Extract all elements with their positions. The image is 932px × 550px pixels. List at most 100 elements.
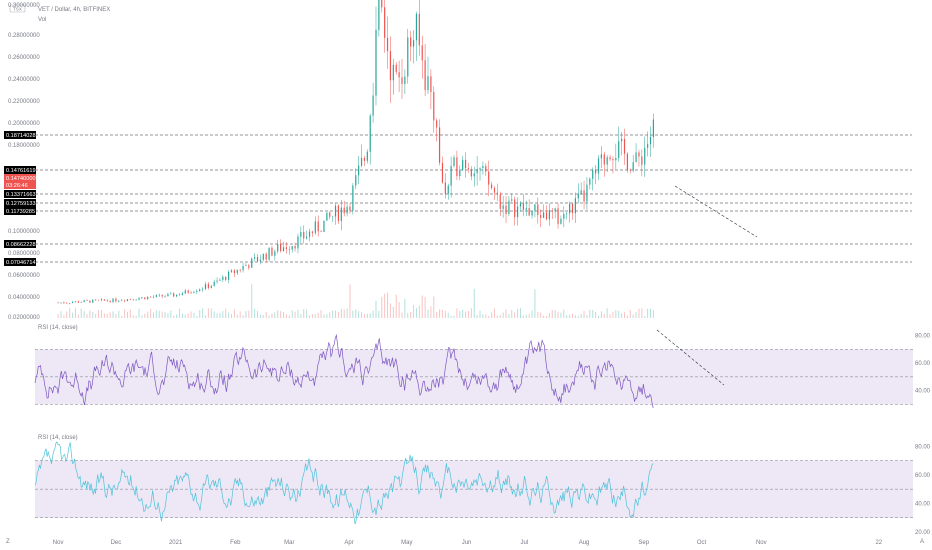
volume-bar	[369, 313, 371, 318]
rsi1-tick-label: 60.00	[915, 361, 931, 367]
price-tick-label: 0.30000000	[8, 3, 40, 9]
volume-bar	[641, 308, 643, 318]
candle-body	[311, 231, 314, 233]
volume-bar	[326, 314, 328, 318]
zoom-button[interactable]: Z	[6, 539, 10, 545]
volume-bar	[459, 311, 461, 318]
candle-body	[490, 184, 493, 189]
volume-bar	[57, 314, 59, 318]
volume-bar	[74, 308, 76, 318]
candle-body	[606, 157, 608, 165]
volume-bar	[352, 310, 354, 318]
volume-bar	[514, 312, 516, 318]
volume-bar	[337, 311, 339, 318]
price-level-label: 0.11739285	[6, 209, 35, 215]
volume-bar	[225, 308, 227, 318]
volume-bar	[309, 315, 311, 318]
volume-bar	[77, 314, 79, 318]
volume-bar	[543, 315, 545, 318]
candle-body	[285, 247, 288, 250]
candle-body	[334, 205, 337, 217]
volume-bar	[89, 310, 91, 318]
candle-body	[641, 156, 643, 165]
volume-bar	[577, 315, 579, 318]
volume-bar	[424, 297, 426, 318]
price-level-label: 0.07046714	[6, 260, 36, 266]
candle-body	[635, 152, 637, 163]
candle-body	[358, 165, 360, 176]
volume-bar	[522, 315, 524, 318]
volume-bar	[635, 312, 637, 318]
candle-body	[493, 188, 496, 193]
volume-bar	[329, 312, 331, 318]
volume-bar	[69, 308, 71, 318]
volume-bar	[600, 311, 602, 318]
volume-bar	[389, 303, 391, 318]
volume-bar	[158, 310, 160, 318]
candle-body	[554, 208, 556, 212]
volume-bar	[493, 308, 495, 318]
candle-body	[644, 147, 646, 165]
volume-bar	[583, 310, 585, 318]
volume-bar	[202, 308, 204, 318]
candle-body	[482, 166, 484, 169]
candle-body	[297, 236, 299, 249]
auto-scale-button[interactable]: A	[920, 539, 924, 545]
volume-bar	[467, 311, 469, 318]
volume-bar	[358, 311, 360, 318]
candle-body	[519, 203, 522, 207]
volume-bar	[476, 315, 478, 318]
candle-body	[453, 157, 455, 166]
volume-bar	[207, 308, 209, 318]
volume-bar	[239, 311, 241, 318]
candle-body	[569, 203, 571, 214]
volume-bar	[265, 311, 267, 318]
candle-body	[433, 92, 435, 121]
candle-body	[149, 296, 152, 298]
price-pane[interactable]: 0.30000000 0.28000000 0.26000000 0.24000000…	[4, 0, 912, 321]
candle-body	[181, 293, 183, 296]
rsi1-title: RSI (14, close)	[38, 325, 78, 331]
candle-body	[441, 162, 444, 183]
candle-body	[592, 169, 594, 179]
volume-bar	[271, 313, 273, 318]
volume-bar	[170, 310, 172, 318]
price-level-tag	[4, 131, 36, 139]
volume-bar	[378, 310, 380, 318]
candle-body	[230, 270, 233, 272]
volume-bar	[181, 313, 183, 318]
candle-body	[303, 231, 305, 239]
volume-bar	[193, 312, 195, 318]
volume-bar	[508, 314, 510, 318]
volume-bar	[479, 310, 481, 318]
candle-body	[516, 206, 519, 218]
price-tick-label: 0.22000000	[8, 99, 40, 105]
volume-bar	[173, 315, 175, 318]
candle-body	[638, 152, 640, 157]
candle-body	[187, 290, 189, 293]
candle-body	[615, 157, 617, 161]
rsi-pane-1[interactable]: 80.00 60.00 40.00	[34, 329, 931, 409]
volume-bar	[502, 312, 504, 318]
candle-body	[164, 296, 166, 297]
candle-body	[106, 300, 108, 302]
volume-bar	[332, 310, 334, 318]
volume-bar	[638, 308, 640, 318]
candle-body	[522, 203, 524, 210]
candle-body	[649, 137, 652, 145]
candle-body	[398, 72, 400, 78]
volume-bar	[626, 315, 628, 318]
rsi1-line	[34, 333, 654, 409]
candle-body	[103, 299, 105, 301]
rsi-pane-2[interactable]: 80.00 60.00 40.00 20.00	[34, 441, 931, 536]
candle-body	[242, 266, 244, 271]
volume-bar	[190, 311, 192, 318]
volume-bar	[485, 314, 487, 318]
price-level-tag	[4, 166, 36, 174]
volume-bar	[204, 315, 206, 318]
volume-bar	[257, 310, 259, 318]
volume-bar	[300, 314, 302, 318]
candle-body	[589, 178, 591, 185]
rsi1-trend-line	[656, 329, 725, 386]
